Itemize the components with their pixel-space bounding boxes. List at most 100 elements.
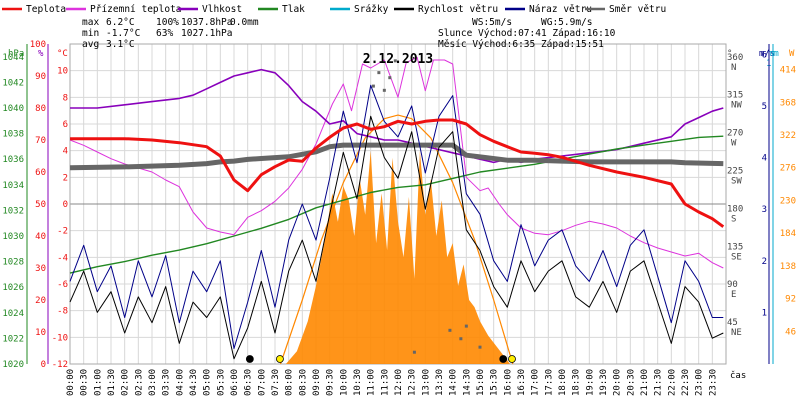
tick-label-direction-name: NE [731,328,742,338]
legend-label: Náraz větru [529,4,592,15]
tick-label-percent: 80 [35,104,46,114]
x-tick-label: 00:30 [80,369,90,396]
tick-label-wm2: 276 [780,164,796,174]
tick-label-percent: 90 [35,72,46,82]
legend-label: Přízemní teplota [90,4,182,15]
tick-label-hpa: 1036 [2,155,24,165]
x-tick-label: 17:30 [544,369,554,396]
x-tick-label: 03:00 [148,369,158,396]
tick-label-hpa: 1038 [2,130,24,140]
moonrise-marker [245,355,254,363]
pressure-line [69,135,724,274]
stats-temperature: 3.1°C [106,39,135,50]
x-tick-label: 21:00 [640,369,650,396]
wind-direction-dot [448,328,452,332]
temperature-line [70,118,725,228]
stats-row-label: min [82,28,99,39]
tick-label-direction-name: W [731,139,737,149]
solar-max-curve [279,114,514,365]
tick-label-direction-degrees: 270 [727,129,743,139]
wind-direction-dot [478,345,482,349]
tick-label-wm2: 322 [780,131,796,141]
x-tick-label: 01:00 [93,369,103,396]
stats-wind-speed: WS:5m/s [472,17,512,28]
tick-label-hpa: 1028 [2,258,24,268]
tick-label-direction-degrees: 135 [727,242,743,252]
tick-label-celsius: 2 [63,173,68,183]
x-tick-label: 09:00 [312,369,322,396]
wind-gust-line [69,84,724,349]
x-tick-label: 21:30 [654,369,664,396]
tick-label-hpa: 1026 [2,283,24,293]
tick-label-hpa: 1040 [2,104,24,114]
x-tick-label: 16:00 [503,369,513,396]
x-tick-label: 23:00 [695,369,705,396]
axis-label-percent: % [38,49,44,59]
sunset-marker [508,355,516,363]
tick-label-ms: 6 [762,50,767,60]
chart-title: 2.12.2013 [363,52,433,67]
x-tick-label: 08:30 [298,369,308,396]
x-tick-label: 07:00 [257,369,267,396]
wind-direction-dot [388,76,392,80]
wind-direction-dot [371,84,375,88]
ground-temperature-line [69,56,724,269]
x-tick-label: 11:30 [380,369,390,396]
tick-label-direction-degrees: 45 [727,318,738,328]
x-tick-label: 05:30 [216,369,226,396]
x-tick-label: 22:30 [681,369,691,396]
x-tick-label: 02:30 [134,369,144,396]
tick-label-direction-name: SE [731,252,742,262]
tick-label-celsius: -8 [57,307,68,317]
sunrise-marker [276,355,284,363]
legend-label: Vlhkost [202,4,242,15]
axis-label-wm2: W [789,49,795,59]
x-tick-label: 05:00 [203,369,213,396]
x-tick-label: 19:30 [599,369,609,396]
x-tick-label: 10:00 [339,369,349,396]
legend-label: Tlak [282,4,305,15]
tick-label-percent: 20 [35,296,46,306]
tick-label-ms: 3 [762,205,767,215]
tick-label-hpa: 1030 [2,232,24,242]
axis-label-ms: m/s [759,49,775,59]
tick-label-direction-degrees: 315 [727,91,743,101]
series-group [69,56,725,365]
stats-rain: 0.0mm [230,17,259,28]
solar-radiation-area [285,150,511,364]
legend-label: Rychlost větru [418,4,498,15]
tick-label-hpa: 1044 [2,53,24,63]
tick-label-direction-name: S [731,214,736,224]
x-tick-label: 19:00 [585,369,595,396]
x-axis-unit-label: čas [730,370,746,381]
tick-label-wm2: 230 [780,196,796,206]
stats-pressure: 1027.1hPa [181,28,232,39]
x-tick-label: 06:30 [244,369,254,396]
x-tick-label: 13:00 [421,369,431,396]
x-tick-label: 06:00 [230,369,240,396]
axis-label-hpa: hPa [8,49,24,59]
tick-label-wm2: 368 [780,98,796,108]
tick-label-celsius: 4 [63,147,68,157]
tick-label-celsius: -4 [57,253,68,263]
x-tick-label: 22:00 [667,369,677,396]
stats-sun-times: Slunce Východ:07:41 Západ:16:10 [438,28,616,39]
x-tick-label: 14:30 [462,369,472,396]
x-tick-label: 15:00 [476,369,486,396]
tick-label-wm2: 138 [780,262,796,272]
x-tick-label: 08:00 [285,369,295,396]
tick-label-celsius: 10 [57,67,68,77]
legend-label: Směr větru [609,4,666,15]
tick-label-ms: 2 [762,257,767,267]
x-tick-label: 18:30 [572,369,582,396]
tick-label-direction-name: SW [731,177,742,187]
tick-label-percent: 50 [35,200,46,210]
stats-temperature: -1.7°C [106,28,140,39]
wind-direction-dot [412,350,416,354]
stats-row-label: max [82,17,99,28]
x-tick-label: 04:30 [189,369,199,396]
tick-label-ms: 1 [762,308,767,318]
tick-label-direction-name: E [731,290,736,300]
x-tick-label: 01:30 [107,369,117,396]
